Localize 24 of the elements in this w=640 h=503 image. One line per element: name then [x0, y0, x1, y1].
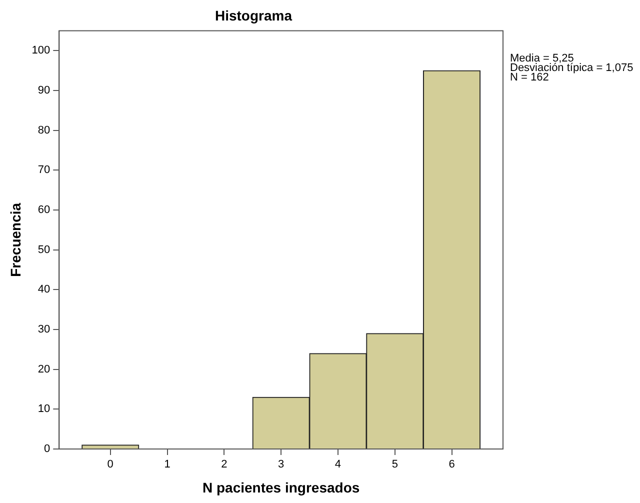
- y-tick-label: 70: [38, 164, 50, 176]
- y-tick-label: 50: [38, 244, 50, 256]
- x-tick-label: 6: [448, 458, 455, 471]
- text: N = 162: [510, 71, 549, 84]
- x-axis-title: N pacientes ingresados: [202, 479, 360, 496]
- y-tick-label: 80: [38, 124, 50, 136]
- y-tick-label: 90: [38, 84, 50, 97]
- y-tick-label: 100: [32, 44, 50, 57]
- chart-title: Histograma: [214, 7, 292, 24]
- y-tick-label: 20: [38, 363, 50, 376]
- y-tick-label: 60: [38, 204, 50, 216]
- x-tick-label: 0: [107, 458, 114, 471]
- x-tick-label: 4: [334, 458, 342, 471]
- text: Desviación típica = 1,075: [510, 62, 634, 74]
- y-tick-label: 0: [44, 443, 50, 456]
- x-tick-label: 5: [392, 458, 398, 471]
- x-tick-label: 3: [278, 458, 284, 471]
- x-tick-label: 2: [221, 458, 228, 471]
- y-axis-title: Frecuencia: [7, 202, 24, 277]
- y-tick-label: 30: [38, 324, 50, 336]
- y-tick-label: 40: [38, 284, 50, 296]
- text: Media = 5,25: [510, 52, 574, 64]
- x-tick-label: 1: [164, 458, 170, 471]
- y-tick-label: 10: [38, 403, 50, 416]
